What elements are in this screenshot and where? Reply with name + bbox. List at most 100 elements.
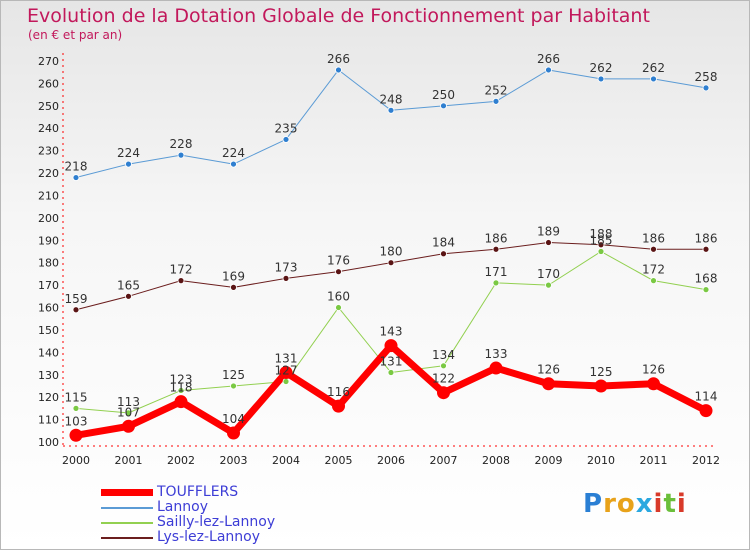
data-point-lannoy	[125, 160, 132, 168]
series-line-lannoy	[75, 69, 707, 179]
data-point-lannoy	[440, 102, 447, 110]
data-point-lannoy	[230, 160, 237, 168]
data-point-lannoy	[177, 151, 185, 159]
data-point-sailly-lez-lannoy	[597, 248, 605, 255]
data-label-lannoy: 266	[537, 52, 560, 66]
data-label-toufflers: 131	[275, 352, 298, 366]
y-tick-label: 200	[38, 212, 59, 225]
data-point-lannoy	[282, 136, 290, 143]
data-label-lys-lez-lannoy: 165	[117, 278, 140, 292]
y-tick-label: 190	[38, 234, 59, 247]
legend-label-sailly: Sailly-lez-Lannoy	[157, 514, 276, 530]
data-label-lys-lez-lannoy: 173	[275, 260, 298, 274]
data-label-lys-lez-lannoy: 188	[590, 227, 613, 241]
data-point-sailly-lez-lannoy	[72, 404, 80, 412]
data-points	[69, 66, 713, 442]
data-point-toufflers	[384, 339, 398, 353]
x-tick-label: 2006	[377, 454, 405, 467]
data-point-sailly-lez-lannoy	[282, 378, 290, 385]
chart-subtitle: (en € et par an)	[28, 28, 123, 42]
data-point-toufflers	[122, 419, 135, 433]
legend-swatch-lannoy	[101, 507, 153, 509]
proxiti-logo: Proxiti	[583, 489, 687, 519]
data-label-toufflers: 125	[590, 365, 613, 379]
data-point-lys-lez-lannoy	[440, 250, 447, 258]
data-point-toufflers	[647, 377, 660, 391]
y-tick-label: 160	[38, 302, 59, 315]
x-tick-label: 2008	[482, 454, 510, 467]
x-tick-label: 2009	[535, 454, 563, 467]
data-point-sailly-lez-lannoy	[440, 362, 447, 370]
data-label-lannoy: 262	[642, 61, 665, 75]
data-label-lannoy: 228	[170, 137, 193, 151]
data-label-sailly-lez-lannoy: 185	[590, 234, 613, 248]
y-tick-label: 180	[38, 257, 59, 270]
legend-label-lannoy: Lannoy	[157, 499, 208, 515]
data-label-toufflers: 126	[642, 363, 665, 377]
data-label-lys-lez-lannoy: 184	[432, 236, 455, 250]
data-point-toufflers	[279, 366, 293, 380]
x-tick-label: 2010	[587, 454, 615, 467]
data-label-toufflers: 107	[117, 405, 140, 419]
data-label-lannoy: 235	[275, 121, 298, 135]
data-label-sailly-lez-lannoy: 160	[327, 290, 350, 304]
data-point-sailly-lez-lannoy	[387, 369, 395, 376]
data-label-lys-lez-lannoy: 169	[222, 269, 245, 283]
line-chart: 100 110 120 130 140 150 160 170 180 190 200 210 220 2…	[38, 52, 720, 467]
chart-title: Evolution de la Dotation Globale de Fonc…	[27, 5, 650, 27]
x-tick-label: 2000	[62, 454, 90, 467]
x-tick-label: 2002	[167, 454, 195, 467]
data-point-toufflers	[69, 428, 83, 442]
data-label-toufflers: 114	[695, 390, 718, 404]
data-point-toufflers	[227, 426, 240, 440]
data-labels: 218 224 228 224 235 266 248 250 252 266 262 262 258 1…	[65, 52, 718, 428]
legend-swatch-lys	[101, 537, 153, 539]
data-label-lannoy: 224	[222, 146, 245, 160]
data-point-lys-lez-lannoy	[492, 245, 500, 253]
y-tick-label: 170	[38, 279, 59, 292]
data-point-lannoy	[492, 97, 500, 105]
data-label-lys-lez-lannoy: 180	[380, 245, 403, 259]
y-tick-label: 140	[38, 346, 59, 359]
axes	[62, 53, 717, 447]
legend-swatch-toufflers	[101, 489, 153, 496]
data-point-lys-lez-lannoy	[72, 306, 80, 314]
data-point-toufflers	[542, 377, 555, 391]
legend-label-lys: Lys-lez-Lannoy	[157, 529, 261, 545]
legend-label-toufflers: TOUFFLERS	[157, 484, 239, 500]
data-point-lys-lez-lannoy	[702, 245, 710, 253]
data-label-lys-lez-lannoy: 176	[327, 254, 350, 268]
x-tick-label: 2001	[115, 454, 143, 467]
tick-labels: 100 110 120 130 140 150 160 170 180 190 200 210 220 2…	[38, 55, 720, 467]
data-label-sailly-lez-lannoy: 170	[537, 267, 560, 281]
data-label-lannoy: 248	[380, 92, 403, 106]
y-tick-label: 150	[38, 324, 59, 337]
data-point-sailly-lez-lannoy	[335, 304, 342, 311]
data-point-sailly-lez-lannoy	[650, 277, 657, 285]
data-point-lannoy	[335, 66, 342, 74]
y-tick-label: 270	[38, 55, 59, 68]
data-point-lannoy	[702, 84, 710, 92]
data-point-toufflers	[594, 379, 608, 393]
data-label-toufflers: 118	[170, 381, 193, 395]
y-tick-label: 230	[38, 145, 59, 158]
data-label-lannoy: 266	[327, 52, 350, 66]
y-tick-label: 120	[38, 391, 59, 404]
data-label-toufflers: 104	[222, 412, 245, 426]
data-point-lys-lez-lannoy	[650, 245, 657, 253]
x-tick-label: 2003	[220, 454, 248, 467]
x-tick-label: 2005	[325, 454, 353, 467]
data-label-lys-lez-lannoy: 186	[485, 231, 508, 245]
data-label-sailly-lez-lannoy: 123	[170, 372, 193, 386]
data-point-lys-lez-lannoy	[597, 241, 605, 249]
data-label-sailly-lez-lannoy: 125	[222, 368, 245, 382]
data-point-lannoy	[72, 174, 80, 181]
data-point-toufflers	[437, 386, 450, 400]
y-tick-label: 220	[38, 167, 59, 180]
y-tick-label: 260	[38, 77, 59, 90]
data-point-lys-lez-lannoy	[545, 239, 552, 246]
y-tick-label: 110	[38, 414, 59, 427]
y-tick-label: 240	[38, 122, 59, 135]
data-label-sailly-lez-lannoy: 171	[485, 265, 508, 279]
